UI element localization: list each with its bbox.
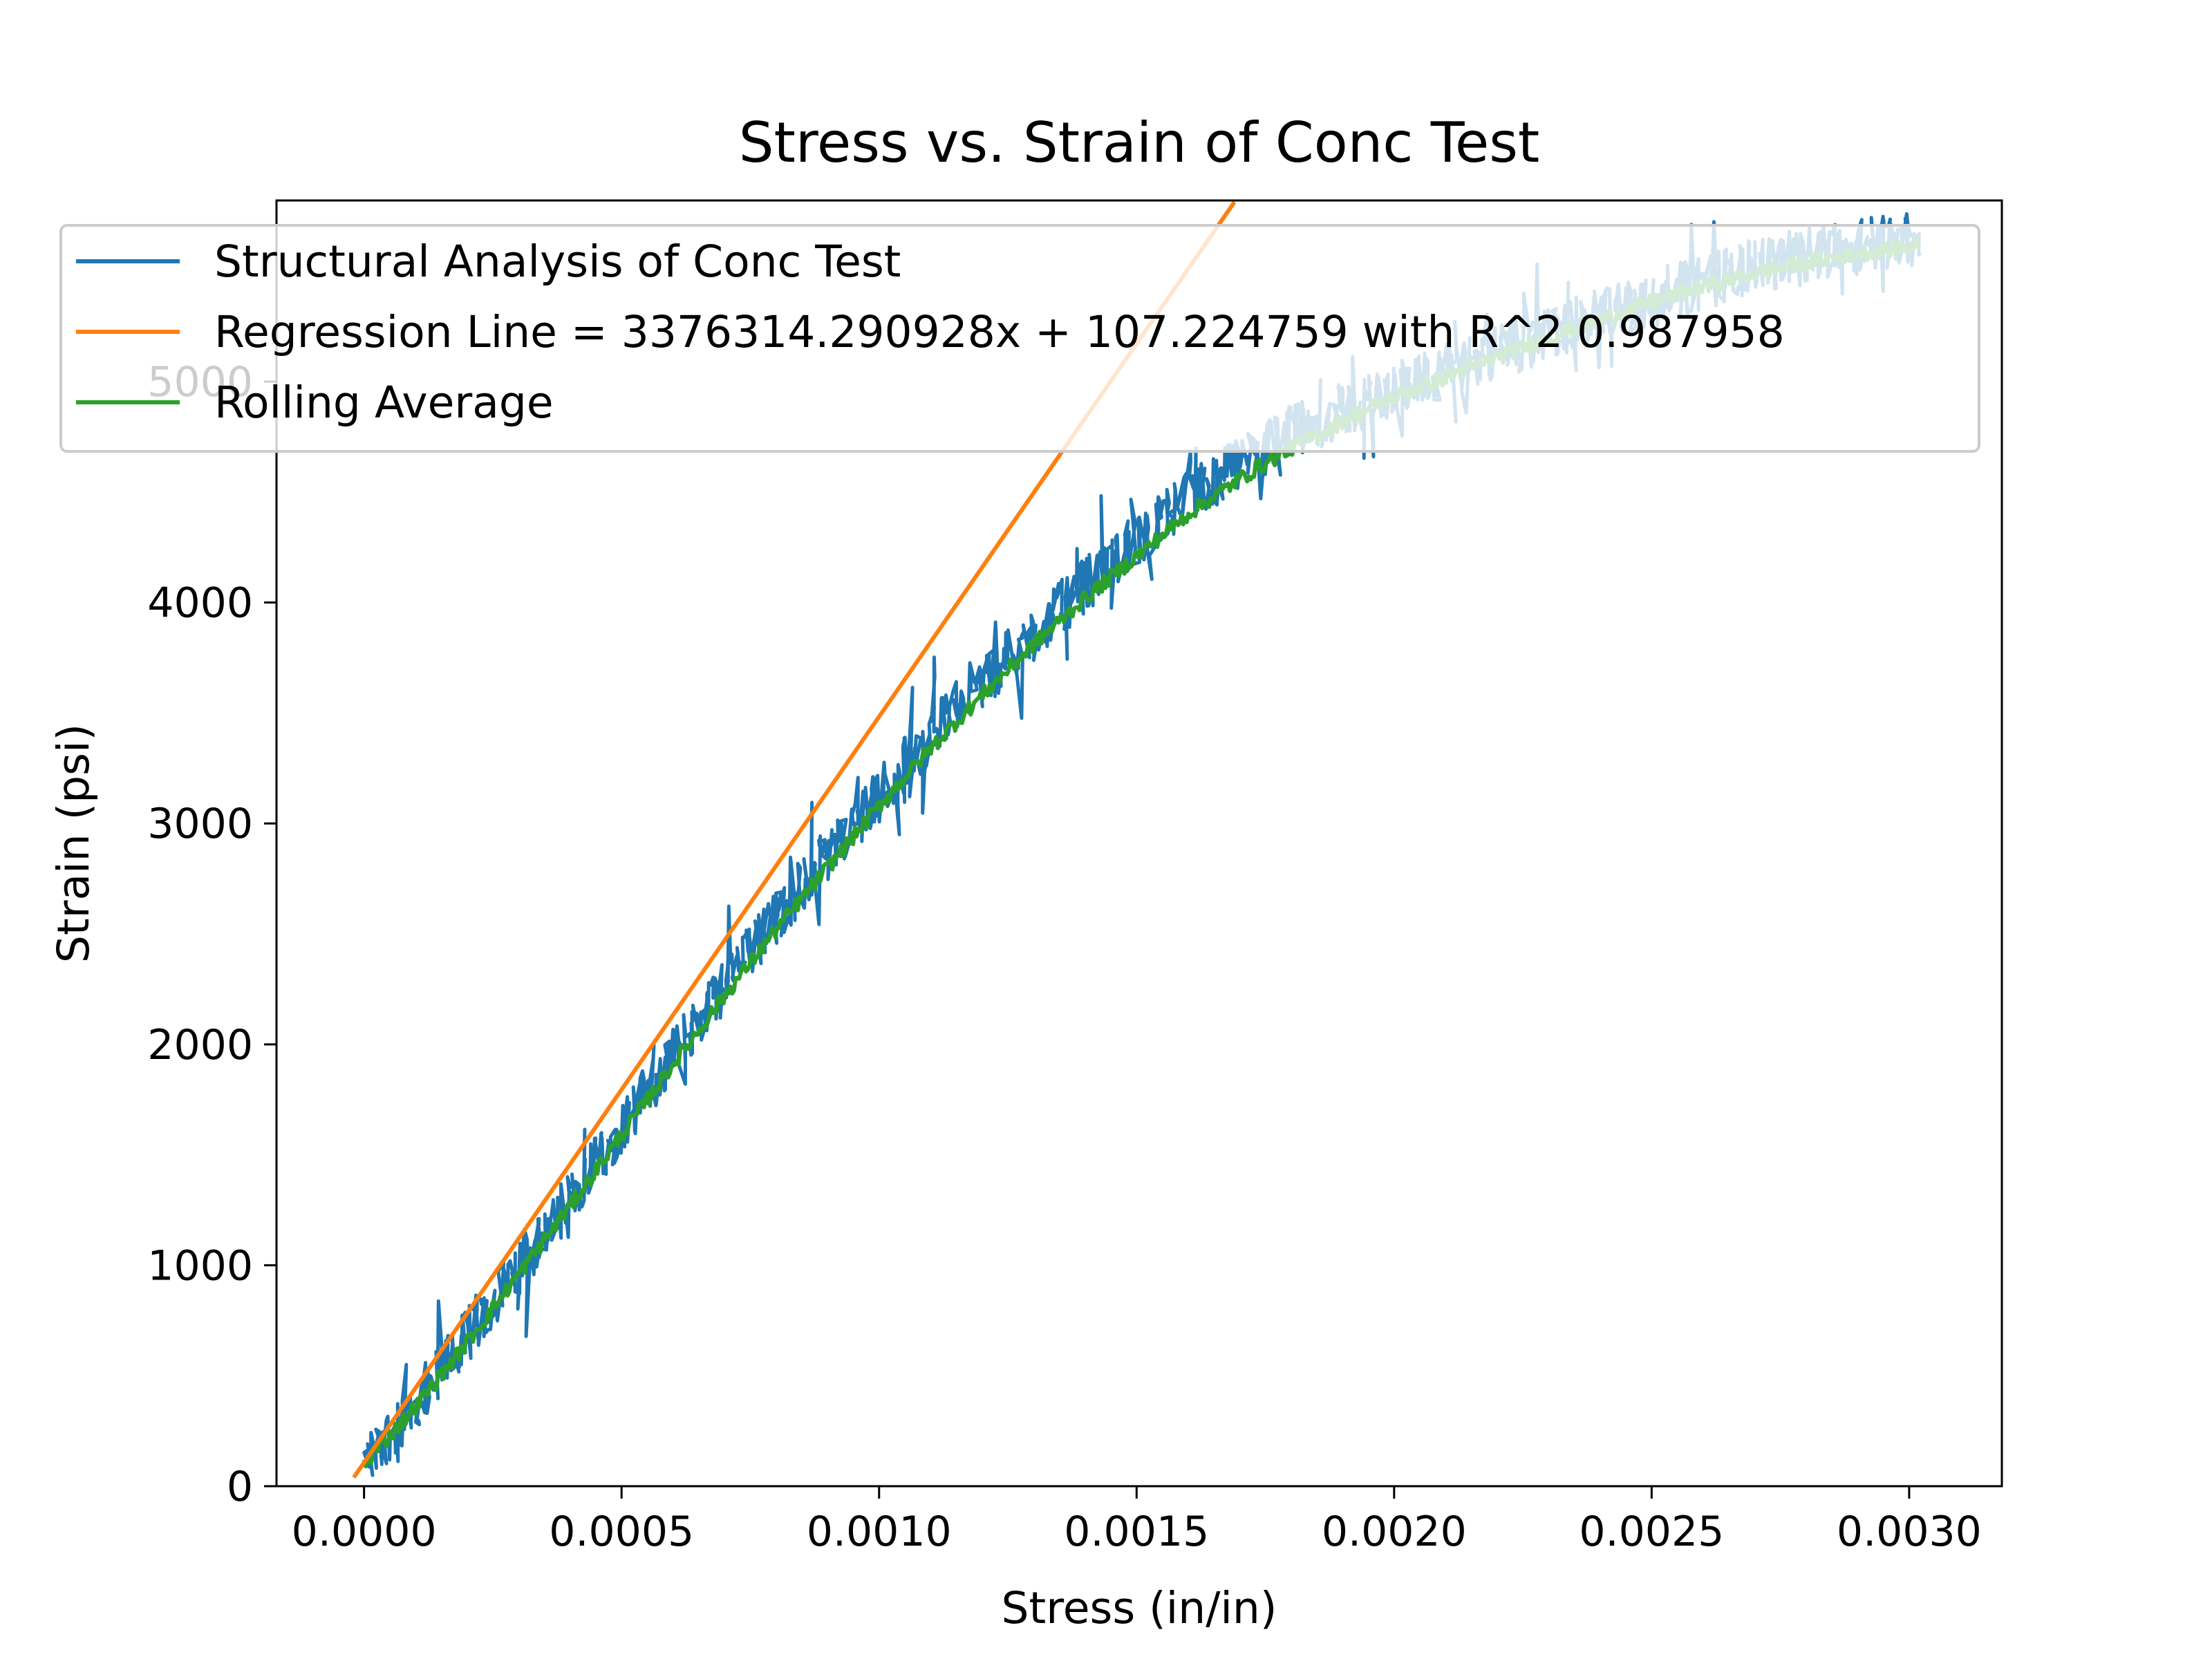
x-tick-label: 0.0020 [1322, 1508, 1467, 1556]
y-tick-label: 3000 [147, 800, 253, 848]
legend-label-rolling-average: Rolling Average [214, 377, 554, 428]
x-tick-label: 0.0010 [807, 1508, 952, 1556]
y-tick-label: 0 [227, 1463, 253, 1511]
x-axis-label: Stress (in/in) [1002, 1583, 1277, 1633]
x-tick-label: 0.0025 [1579, 1508, 1724, 1556]
x-tick-label: 0.0000 [292, 1508, 437, 1556]
y-axis-label: Strain (psi) [48, 724, 99, 963]
legend-label-structural-analysis: Structural Analysis of Conc Test [214, 236, 901, 287]
x-axis-ticks: 0.0000 0.0005 0.0010 0.0015 0.0020 0.0025 0.00… [292, 1486, 1982, 1556]
y-tick-label: 2000 [147, 1021, 253, 1069]
legend-label-regression-line: Regression Line = 3376314.290928x + 107.… [214, 307, 1785, 357]
x-tick-label: 0.0030 [1837, 1508, 1982, 1556]
x-tick-label: 0.0015 [1064, 1508, 1209, 1556]
legend: Structural Analysis of Conc Test Regress… [59, 224, 1980, 453]
y-tick-label: 4000 [147, 579, 253, 628]
x-tick-label: 0.0005 [549, 1508, 694, 1556]
y-tick-label: 1000 [147, 1241, 253, 1290]
plot-frame [275, 199, 2003, 1488]
legend-box [59, 224, 1980, 453]
chart-title: Stress vs. Strain of Conc Test [739, 111, 1540, 175]
